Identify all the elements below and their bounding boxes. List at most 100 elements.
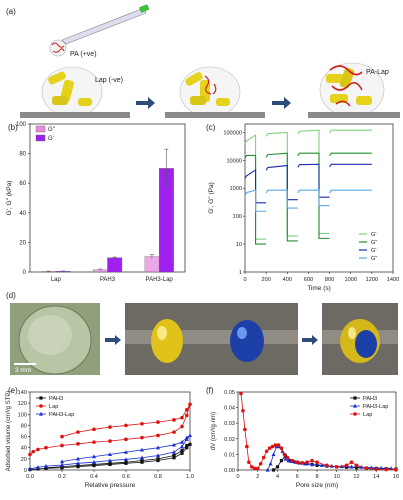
x-tick-label: 6 (296, 474, 299, 480)
data-point (172, 449, 176, 454)
x-tick-label: 400 (283, 277, 292, 283)
y-tick-label: 60 (21, 435, 27, 441)
data-point (180, 451, 184, 455)
data-point (140, 435, 144, 440)
data-point (180, 424, 184, 429)
data-point (188, 442, 192, 446)
data-point (92, 462, 96, 467)
data-point (245, 444, 249, 449)
data-point (300, 461, 304, 465)
data-point (250, 465, 254, 469)
data-point (334, 465, 339, 469)
data-point (172, 418, 176, 422)
y-tick-label: 20 (19, 240, 26, 246)
series-line (244, 129, 372, 240)
y-tick-label: 0.02 (224, 437, 235, 443)
data-point (389, 466, 394, 471)
chart-f-pore-size-distribution: (f) 0.00 0.01 0.02 0.03 0.04 0.05 0 2 4 6 8 10 12 14 16… (206, 386, 399, 489)
data-point (305, 460, 309, 465)
x-tick-label: 16 (393, 474, 399, 480)
chart-e-adsorption-isotherms: (e) 0 20 40 60 80 100 120 140 0.0 0.2 0.4 0.6 0.8 1.0 R… (6, 386, 194, 489)
legend-label: G'' (371, 240, 378, 246)
y-tick-label: 100 (18, 412, 27, 418)
data-point (364, 466, 369, 471)
data-point (303, 461, 308, 466)
data-point (276, 443, 281, 447)
data-point (282, 452, 287, 457)
data-point (354, 463, 359, 468)
legend-swatch (35, 134, 46, 142)
scale-bar-label: 3 mm (15, 367, 31, 374)
data-point (255, 466, 260, 471)
data-point (76, 461, 80, 465)
x-tick-label: 0.4 (90, 474, 98, 480)
data-point (258, 461, 263, 466)
data-point (261, 455, 266, 460)
x-axis-label: Pore size (nm) (296, 482, 338, 489)
data-point (394, 467, 398, 472)
chart-c-step-strain: (c) 1 10 100 1000 10000 100000 0 200 400 600 800 100… (206, 123, 399, 292)
data-point (180, 415, 184, 420)
pa-droplet-icon (49, 39, 67, 57)
data-point (285, 455, 290, 460)
data-point (384, 467, 388, 472)
data-point (60, 462, 64, 467)
y-axis-label: Adsorbed volume (cm³/g STP) (6, 391, 12, 472)
data-point (273, 443, 278, 447)
y-tick-label: 10000 (226, 158, 242, 164)
data-point (185, 443, 189, 448)
x-tick-label: 1400 (387, 277, 399, 283)
lap-sphere-1 (20, 66, 130, 118)
scale-bar (14, 363, 36, 365)
data-point (124, 423, 128, 428)
data-point (140, 455, 144, 460)
y-tick-label: 20 (21, 457, 27, 463)
y-tick-label: 80 (21, 423, 27, 429)
x-tick-label: 4 (276, 474, 279, 480)
data-point (345, 465, 349, 469)
data-point (108, 461, 112, 465)
data-point (28, 466, 32, 471)
data-point (319, 463, 324, 467)
data-point (180, 448, 184, 453)
x-tick-label: 1200 (366, 277, 378, 283)
data-point (76, 456, 80, 461)
x-axis-label: Relative pressure (85, 482, 136, 489)
series-line (29, 435, 191, 470)
data-point (92, 460, 96, 464)
arrow-icon (105, 335, 121, 345)
data-point (92, 454, 96, 459)
legend-label: G' (371, 232, 376, 238)
legend-label: G'' (48, 127, 55, 133)
data-point (271, 452, 276, 456)
lap-label: Lap (-ve) (95, 77, 123, 84)
data-point (252, 466, 257, 471)
data-point (156, 433, 160, 438)
data-point (108, 458, 112, 463)
data-point (290, 458, 295, 463)
data-point (76, 442, 80, 446)
data-point (241, 408, 245, 413)
y-tick-label: 100000 (223, 130, 242, 136)
data-point (310, 458, 314, 463)
photo-gel-bead: 3 mm (10, 303, 100, 375)
y-axis-label: G', G'' (kPa) (6, 181, 13, 216)
data-point (140, 460, 144, 464)
data-point (31, 449, 35, 454)
arrow-icon (136, 97, 155, 109)
data-point (156, 420, 160, 424)
pa-label: PA (+ve) (70, 51, 97, 58)
data-point (286, 458, 291, 463)
legend-label: Lap (49, 404, 58, 410)
data-point (36, 467, 40, 471)
arrow-icon (272, 97, 291, 109)
legend-label: PAH3-Lap (363, 404, 388, 410)
series-line (244, 163, 372, 204)
data-point (267, 446, 272, 450)
data-point (369, 465, 374, 470)
y-tick-label: 0 (23, 270, 27, 276)
y-tick-label: 0 (24, 468, 27, 474)
panel-d: (d) 3 mm (6, 291, 398, 375)
data-point (92, 427, 96, 432)
panel-d-label: (d) (6, 291, 16, 300)
